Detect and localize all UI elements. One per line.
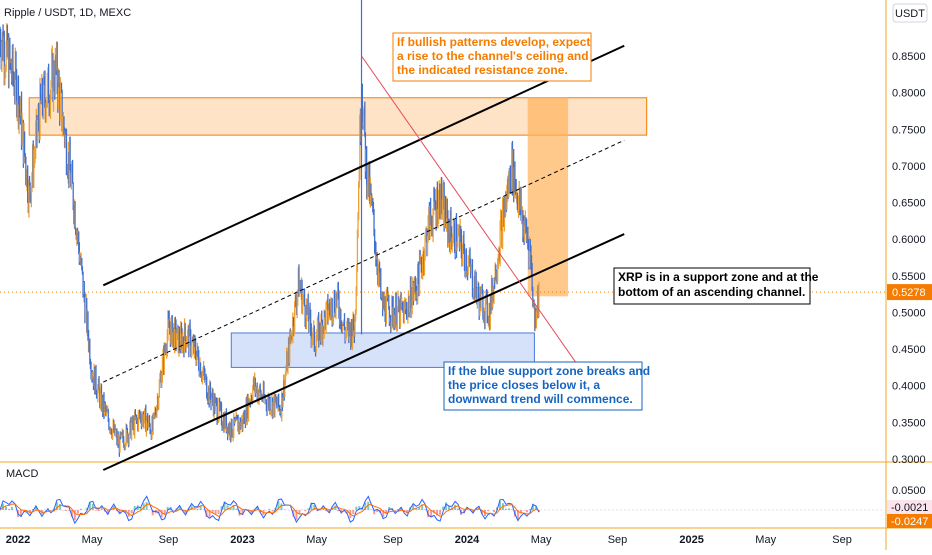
price-series-layer [0, 0, 540, 457]
last-price-label: 0.5278 [892, 287, 926, 299]
annotation-box-bullish[interactable] [392, 32, 592, 82]
annotation-box-breakdown[interactable] [443, 361, 643, 411]
time-tick-label: Sep [383, 534, 403, 546]
time-tick-label: Sep [608, 534, 628, 546]
drawing-lines-layer [102, 44, 625, 471]
signal-value-label: -0.0247 [891, 516, 928, 528]
price-tick-label: 0.6000 [892, 234, 926, 246]
macd-label[interactable]: MACD [6, 468, 38, 480]
time-tick-label: Sep [159, 534, 179, 546]
last-price-badge[interactable] [887, 284, 932, 301]
price-tick-label: 0.5500 [892, 271, 926, 283]
signal-value-badge [887, 514, 932, 528]
price-tick-label: 0.3500 [892, 417, 926, 429]
currency-box[interactable] [892, 3, 928, 23]
time-tick-label: May [531, 534, 552, 546]
annotation-line: the price closes below it, a [448, 378, 600, 392]
signal-line [0, 503, 540, 517]
time-axis[interactable]: 2022 May Sep 2023 May Sep 2024 May Sep 2025 May Sep [6, 534, 852, 546]
time-tick-label: 2022 [6, 534, 30, 546]
annotation-line: downward trend will commence. [448, 392, 633, 406]
time-tick-label: 2023 [230, 534, 254, 546]
channel-lower-line[interactable] [102, 233, 625, 471]
macd-tick-label: 0.0500 [892, 485, 926, 497]
annotation-line: a rise to the channel's ceiling and [397, 49, 589, 63]
time-tick-label: May [306, 534, 327, 546]
annotation-line: the indicated resistance zone. [397, 63, 568, 77]
channel-upper-line[interactable] [102, 44, 625, 287]
price-tick-label: 0.4000 [892, 381, 926, 393]
macd-line [0, 495, 540, 525]
symbol-title[interactable]: Ripple / USDT, 1D, MEXC [4, 7, 131, 19]
price-tick-label: 0.5000 [892, 307, 926, 319]
price-tick-label: 0.6500 [892, 198, 926, 210]
price-tick-label: 0.4500 [892, 344, 926, 356]
channel-mid-line[interactable] [103, 139, 625, 383]
currency-label: USDT [895, 8, 925, 20]
time-tick-label: May [82, 534, 103, 546]
time-tick-label: Sep [832, 534, 852, 546]
annotation-line: XRP is in a support zone and at the [618, 270, 819, 284]
price-tick-label: 0.3000 [892, 454, 926, 466]
annotation-box-support[interactable] [613, 267, 811, 305]
annotation-line: If bullish patterns develop, expect [397, 35, 590, 49]
price-axis[interactable]: 0.8500 0.8000 0.7500 0.7000 0.6500 0.6000 0.55… [887, 51, 932, 466]
price-tick-label: 0.7500 [892, 124, 926, 136]
price-tick-label: 0.8000 [892, 88, 926, 100]
time-tick-label: 2025 [679, 534, 703, 546]
price-tick-label: 0.7000 [892, 161, 926, 173]
macd-value-label: -0.0021 [891, 502, 928, 514]
annotation-line: If the blue support zone breaks and [448, 364, 650, 378]
descending-trend-line[interactable] [361, 55, 580, 368]
time-tick-label: May [755, 534, 776, 546]
price-tick-label: 0.8500 [892, 51, 926, 63]
projection-box[interactable] [527, 97, 569, 297]
macd-value-badge [887, 500, 932, 514]
annotation-line: bottom of an ascending channel. [618, 285, 805, 299]
time-tick-label: 2024 [455, 534, 480, 546]
